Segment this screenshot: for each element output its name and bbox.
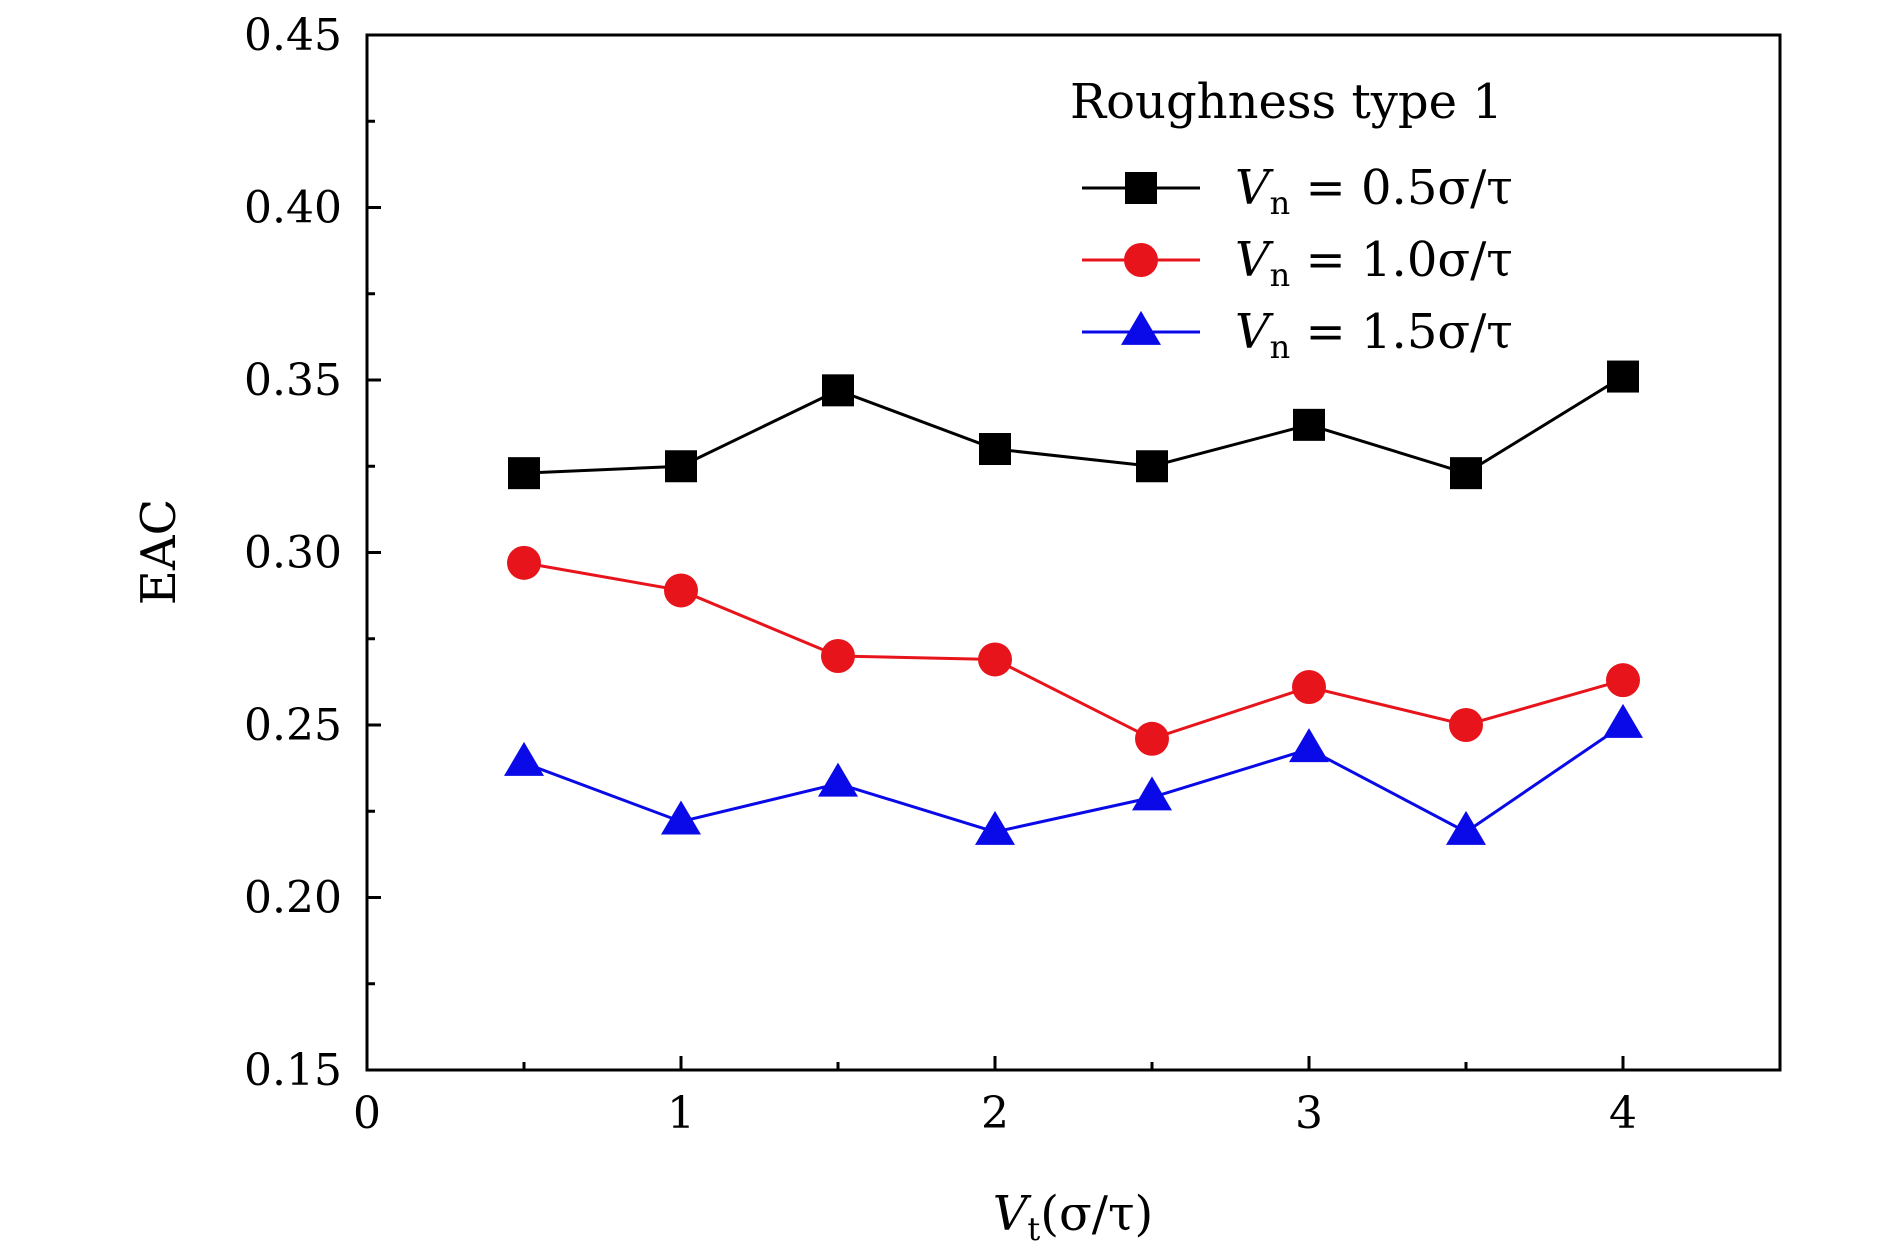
series-3-marker	[504, 741, 544, 776]
y-tick-label: 0.35	[244, 355, 342, 406]
series-2-marker	[821, 639, 855, 673]
series-3-marker	[818, 762, 858, 797]
series-1-marker	[822, 374, 854, 407]
series-3-marker	[1289, 728, 1329, 763]
series-line-3	[523, 723, 1624, 834]
series-3-marker	[1603, 703, 1643, 738]
series-1-marker	[1293, 408, 1325, 441]
series-3-marker	[975, 810, 1015, 845]
series-line-2	[523, 561, 1624, 741]
y-axis-label: EAC	[131, 499, 187, 605]
series-2-marker	[507, 545, 541, 580]
y-tick-label: 0.15	[244, 1045, 342, 1096]
series-2-marker	[1135, 721, 1169, 756]
x-axis-label: Vt(σ/τ)	[993, 1186, 1153, 1248]
legend-label-3: Vn = 1.5σ/τ	[1235, 304, 1513, 366]
series-2-marker	[664, 573, 698, 608]
legend-label-1: Vn = 0.5σ/τ	[1235, 160, 1513, 222]
legend-marker-2	[1124, 243, 1158, 277]
y-tick-label: 0.25	[244, 700, 342, 751]
series-1-marker	[508, 457, 540, 490]
series-1-marker	[979, 433, 1011, 465]
series-line-1	[523, 375, 1624, 475]
legend-title: Roughness type 1	[1070, 74, 1503, 130]
tick-labels: 0 1 2 3 4 0.15 0.20 0.25 0.30 0.35 0.40 0.45	[244, 10, 1637, 1139]
series-2-marker	[1606, 663, 1640, 698]
x-tick-label: 4	[1609, 1088, 1637, 1139]
series-lines	[523, 375, 1624, 834]
series-3-marker	[1132, 776, 1172, 811]
legend-marker-1	[1125, 172, 1157, 204]
series-2-marker	[1449, 708, 1483, 742]
series-1-marker	[665, 450, 697, 483]
series-2-marker	[1292, 670, 1326, 705]
axis-ticks	[365, 33, 1625, 1072]
x-tick-label: 3	[1295, 1088, 1323, 1139]
series-2-marker	[978, 642, 1012, 677]
x-tick-label: 0	[353, 1088, 381, 1139]
series-3-marker	[661, 800, 701, 835]
series-1-marker	[1450, 457, 1482, 490]
x-tick-label: 1	[667, 1088, 695, 1139]
series-1-marker	[1136, 450, 1168, 483]
plot-frame	[365, 33, 1782, 1072]
series-markers	[504, 360, 1643, 845]
legend-label-2: Vn = 1.0σ/τ	[1235, 232, 1513, 294]
series-1-marker	[1607, 360, 1639, 393]
y-tick-label: 0.20	[244, 873, 342, 924]
series-3-marker	[1446, 810, 1486, 845]
x-tick-label: 2	[981, 1088, 1009, 1139]
y-tick-label: 0.40	[244, 183, 342, 234]
y-tick-label: 0.30	[244, 528, 342, 579]
y-tick-label: 0.45	[244, 10, 342, 61]
legend: Roughness type 1 Vn = 0.5σ/τ Vn = 1.0σ/τ V…	[1070, 74, 1513, 366]
legend-marker-3	[1121, 310, 1161, 345]
